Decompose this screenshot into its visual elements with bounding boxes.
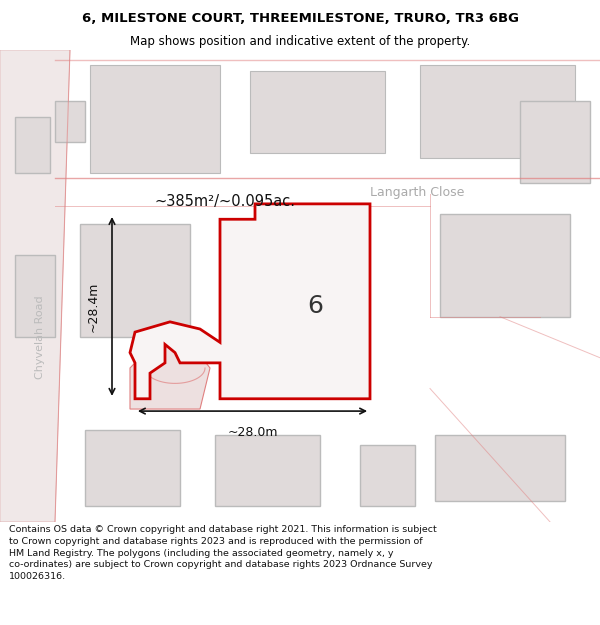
Text: 6, MILESTONE COURT, THREEMILESTONE, TRURO, TR3 6BG: 6, MILESTONE COURT, THREEMILESTONE, TRUR…: [82, 12, 518, 26]
Polygon shape: [130, 204, 370, 399]
Bar: [420, 66, 575, 158]
Text: Chyvelah Road: Chyvelah Road: [35, 296, 45, 379]
Text: Contains OS data © Crown copyright and database right 2021. This information is : Contains OS data © Crown copyright and d…: [9, 525, 437, 581]
Bar: [435, 434, 565, 501]
Bar: [15, 255, 55, 338]
Text: Map shows position and indicative extent of the property.: Map shows position and indicative extent…: [130, 35, 470, 48]
Polygon shape: [130, 342, 210, 409]
Text: Langarth Close: Langarth Close: [370, 186, 464, 199]
Text: ~28.0m: ~28.0m: [227, 426, 278, 439]
Polygon shape: [0, 50, 70, 522]
Bar: [255, 266, 350, 352]
Bar: [15, 117, 50, 173]
Bar: [440, 214, 570, 317]
Bar: [90, 66, 220, 173]
Text: ~28.4m: ~28.4m: [87, 281, 100, 332]
Bar: [360, 445, 415, 506]
Bar: [55, 101, 85, 142]
Bar: [250, 71, 385, 152]
Bar: [85, 429, 180, 506]
Text: 6: 6: [307, 294, 323, 319]
Bar: [80, 224, 190, 338]
Text: ~385m²/~0.095ac.: ~385m²/~0.095ac.: [155, 194, 296, 209]
Bar: [215, 434, 320, 506]
Bar: [520, 101, 590, 183]
